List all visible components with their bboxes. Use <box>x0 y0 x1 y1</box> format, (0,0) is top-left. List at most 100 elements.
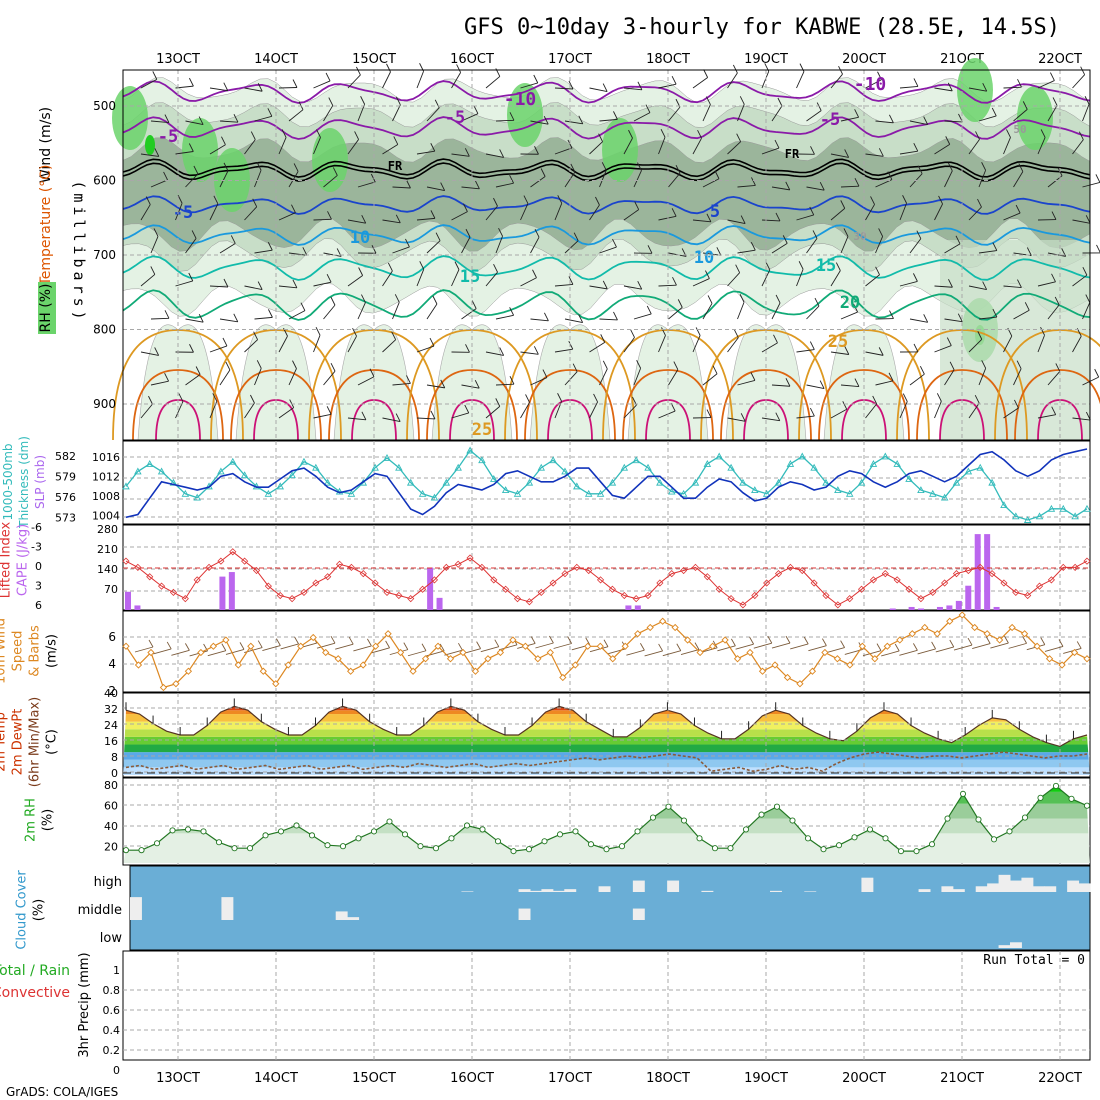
wind-barb-flag <box>145 196 151 205</box>
wind-barb <box>1003 407 1019 419</box>
wind-barb-flag <box>543 115 549 125</box>
wind-barb-flag <box>878 347 884 356</box>
rh-point <box>541 838 548 845</box>
wind-barb-flag <box>430 210 436 219</box>
surface-wind-barb <box>153 648 172 655</box>
wind-barb <box>323 252 342 257</box>
thickness-point <box>537 463 546 471</box>
wind-speed-point <box>446 655 455 663</box>
wind-barb-flag <box>923 314 929 323</box>
thickness-point <box>383 454 391 461</box>
wind-barb <box>244 87 263 92</box>
wind-barb <box>278 335 288 353</box>
wind-speed-point <box>746 648 754 657</box>
wind-barb-flag <box>291 204 296 213</box>
lifted-index-point <box>134 563 142 571</box>
rh-point <box>603 846 610 853</box>
wind-speed-point <box>921 623 929 632</box>
wind-barb <box>382 219 401 224</box>
wind-speed-point <box>721 636 729 644</box>
surface-wind-barb-flag <box>1022 636 1027 644</box>
wind-barb-flag <box>230 235 236 244</box>
cloud-bar <box>1010 942 1022 948</box>
wind-barb <box>451 412 469 419</box>
wind-barb <box>288 310 306 320</box>
wind-barb <box>1072 219 1091 224</box>
wind-barb <box>150 380 169 386</box>
wind-barb-flag <box>154 347 160 356</box>
wind-barb-flag <box>150 266 156 275</box>
thickness-point <box>264 489 273 497</box>
wind-barb-flag <box>936 393 942 402</box>
surface-wind-barb-flag <box>749 636 754 645</box>
wind-barb-flag <box>991 107 997 117</box>
panel-frame <box>122 610 1091 693</box>
wind-barb-flag <box>570 163 576 173</box>
thickness-point <box>312 463 320 471</box>
wind-barb <box>599 318 618 321</box>
wind-barb-flag <box>163 171 168 181</box>
wind-barb-flag <box>712 365 718 374</box>
wind-barb <box>702 373 718 386</box>
wind-barb-flag <box>671 208 677 217</box>
wind-barb <box>796 415 815 419</box>
cape-tick: 210 <box>97 543 118 556</box>
contour-label: -5 <box>173 203 193 223</box>
wind-speed-point <box>359 661 367 669</box>
wind-barb <box>554 284 573 287</box>
wind-barb-flag <box>844 149 850 158</box>
cloud-bar <box>1067 880 1080 892</box>
wind-barb <box>323 304 336 320</box>
wind-barb-flag <box>499 149 505 158</box>
wind-barb-flag <box>534 228 540 238</box>
date-label-top: 22OCT <box>1038 52 1082 67</box>
panel-label: (6hr Min/Max) <box>28 697 43 787</box>
wind-barb-flag <box>326 406 332 415</box>
lifted-index-point <box>632 595 640 603</box>
wind-barb <box>244 339 258 353</box>
thickness-point <box>584 489 593 497</box>
temp-tick: 0 <box>111 767 118 780</box>
wind-barb-flag <box>456 64 461 73</box>
wind-barb <box>426 384 445 389</box>
wind-barb <box>796 349 815 353</box>
wind-barb-flag <box>1052 97 1058 106</box>
surface-wind-barb-flag <box>676 643 682 651</box>
surface-wind-barb <box>535 642 554 649</box>
wind-barb <box>254 170 262 188</box>
wind-barb <box>589 341 605 353</box>
wind-barb <box>554 87 573 90</box>
wind-barb <box>347 275 363 287</box>
wind-barb-flag <box>568 340 574 350</box>
wind-barb <box>416 217 435 221</box>
cloud-bar <box>598 886 611 892</box>
wind-barb-flag <box>889 114 894 124</box>
temp-band <box>123 710 1090 715</box>
surface-wind-barb-flag <box>458 642 463 651</box>
wind-barb-flag <box>267 242 273 251</box>
cape-bar <box>219 576 226 610</box>
cloud-level-label: middle <box>78 903 122 918</box>
wind-barb <box>840 116 859 122</box>
wind-barb <box>944 369 955 386</box>
rh-point <box>262 832 269 839</box>
rh-point <box>1037 794 1044 801</box>
panel-label: 2m Temp <box>0 712 9 772</box>
thickness-point <box>703 460 712 467</box>
wind-speed-point <box>197 648 205 657</box>
contour-label: 20 <box>840 293 860 313</box>
wind-barb-flag <box>809 407 815 417</box>
lifted-index-point <box>169 588 178 596</box>
wind-barb-flag <box>464 404 470 414</box>
panel-label: (%) <box>41 809 56 832</box>
lifted-index-point <box>193 576 201 584</box>
precip-convective-label: Convective <box>0 985 70 1001</box>
cloud-bar <box>335 911 348 920</box>
lifted-index-point <box>478 563 486 571</box>
rh-point <box>231 845 238 852</box>
wind-barb-flag <box>1017 279 1022 288</box>
wind-barb <box>244 285 263 290</box>
surface-wind-barb-flag <box>840 640 845 648</box>
wind-barb <box>668 307 683 320</box>
wind-barb <box>633 112 651 122</box>
